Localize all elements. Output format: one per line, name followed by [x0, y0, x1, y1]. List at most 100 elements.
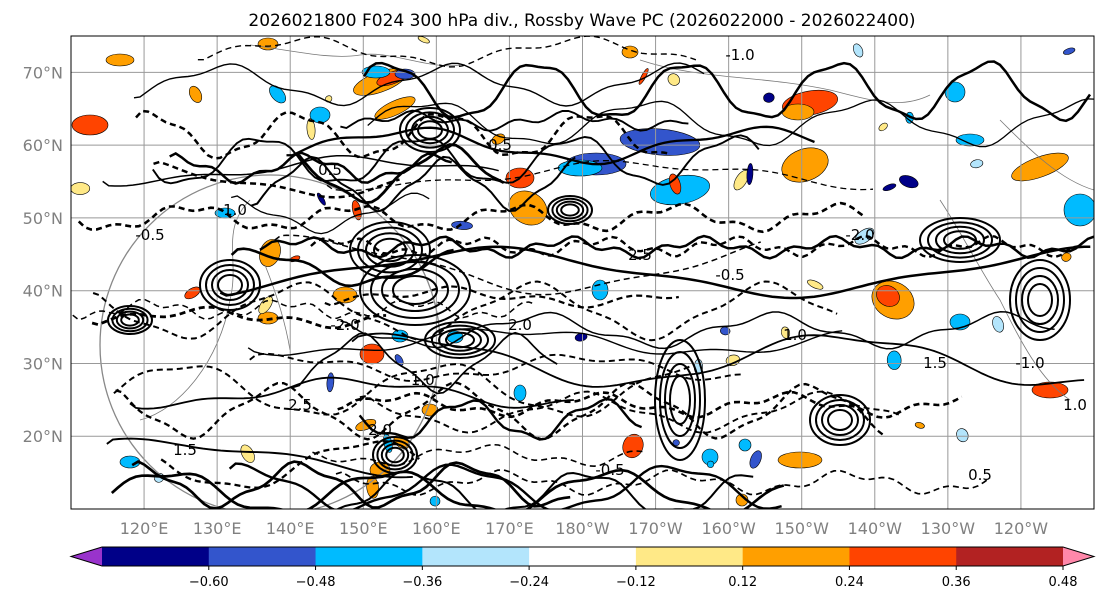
lon-tick-label: 150°W [775, 519, 830, 538]
divergence-patch [886, 350, 902, 370]
positive-contour [293, 143, 505, 205]
contour-label: 1.5 [173, 441, 197, 459]
closed-contour [919, 217, 1001, 263]
contour-label: 2.5 [628, 246, 652, 264]
positive-contour [250, 155, 576, 213]
negative-contour [337, 390, 963, 420]
closed-contour [560, 203, 580, 217]
closed-contour [120, 313, 140, 327]
colorbar-segment [102, 547, 210, 566]
lat-tick-label: 40°N [23, 282, 63, 301]
positive-contour [169, 151, 453, 185]
lat-tick-label: 70°N [23, 63, 63, 82]
colorbar-tick-label: −0.48 [296, 575, 336, 590]
colorbar-segment [849, 547, 957, 566]
closed-contour [205, 264, 255, 306]
negative-contour [359, 390, 901, 434]
contour-label: 2.0 [368, 421, 392, 439]
contour-label: -1.0 [725, 46, 754, 64]
contour-label: -0.5 [715, 266, 744, 284]
divergence-patch [854, 227, 875, 245]
colorbar-outline [69, 546, 1096, 567]
longitude-tick-labels: 120°E 130°E 140°E 150°E 160°E 170°E 180°W 170°W… [120, 519, 1049, 538]
colorbar-segment [635, 547, 744, 566]
divergence-patch [105, 53, 135, 67]
closed-contour [821, 404, 859, 436]
closed-contour [431, 324, 489, 356]
negative-contour [72, 298, 536, 321]
colorbar-tick-label: 0.48 [1049, 575, 1078, 590]
divergence-patch [914, 422, 925, 429]
divergence-patch [882, 183, 897, 192]
lon-tick-label: 180°W [555, 519, 610, 538]
divergence-patch [513, 384, 527, 402]
divergence-patch [359, 343, 385, 365]
positive-contour [133, 62, 705, 107]
negative-contour [113, 363, 691, 418]
divergence-patch [763, 92, 775, 103]
divergence-patch [738, 438, 752, 452]
lon-tick-label: 130°E [193, 519, 242, 538]
positive-contour [247, 328, 843, 357]
colorbar-tick-label: 0.12 [728, 575, 757, 590]
positive-contour [152, 134, 760, 186]
map-plot-area: 0.5 1.0 -0.5 -1.0 1.5 2.0 2.5 -2.0 0.5 1.0 -0.5 -1.… [70, 35, 1095, 510]
map-gridlines [71, 36, 1094, 509]
closed-contour [669, 375, 691, 425]
positive-contour [106, 437, 413, 479]
colorbar-tick-label: −0.36 [402, 575, 442, 590]
colorbar: −0.60 −0.48 −0.36 −0.24 −0.12 0.12 0.24 0.36 0.4… [69, 546, 1096, 590]
positive-contour [340, 310, 1055, 350]
negative-contour [335, 469, 991, 496]
closed-contour [927, 221, 993, 259]
lon-tick-label: 170°E [485, 519, 534, 538]
divergence-patch [667, 73, 680, 86]
negative-contour [160, 440, 420, 489]
closed-contour [1015, 267, 1065, 333]
colorbar-segment [529, 547, 637, 566]
closed-contour [547, 195, 593, 225]
closed-contour [1027, 283, 1053, 317]
lat-tick-label: 50°N [23, 209, 63, 228]
contour-label: 1.0 [1063, 396, 1087, 414]
closed-contour [365, 232, 415, 268]
closed-contour [217, 274, 243, 296]
closed-contour [438, 328, 482, 352]
divergence-patch [417, 36, 430, 44]
divergence-patch [188, 85, 203, 103]
positive-contour [367, 98, 1094, 148]
colorbar-tick-label: −0.60 [189, 575, 229, 590]
divergence-patch [258, 296, 273, 315]
lon-tick-label: 160°E [412, 519, 461, 538]
lon-tick-label: 150°E [339, 519, 388, 538]
colorbar-segment [422, 547, 530, 566]
coastline [249, 44, 461, 67]
positive-contour [358, 397, 643, 441]
closed-contour [107, 305, 153, 335]
positive-contour [362, 60, 1092, 123]
divergence-patch [878, 122, 888, 132]
contour-label: 1.5 [923, 354, 947, 372]
divergence-patch [749, 450, 762, 469]
divergence-patch [1063, 47, 1076, 55]
divergence-patch [992, 316, 1004, 333]
divergence-patch [257, 37, 279, 51]
divergence-patch [240, 444, 255, 463]
negative-contour [326, 160, 874, 192]
divergence-patch [970, 159, 984, 169]
divergence-patch [71, 114, 109, 136]
divergence-patch [1061, 252, 1072, 262]
closed-contour [1021, 275, 1059, 325]
positive-contour [259, 234, 1094, 260]
divergence-patch [269, 85, 287, 104]
divergence-patch [807, 279, 824, 290]
lon-tick-label: 170°W [628, 519, 683, 538]
divergence-patch [306, 118, 316, 140]
coastline [639, 59, 931, 104]
closed-contour [357, 226, 423, 274]
divergence-patch [429, 495, 441, 507]
colorbar-tick-label: −0.12 [616, 575, 656, 590]
divergence-patch [668, 173, 682, 195]
contour-label: 0.5 [488, 136, 512, 154]
